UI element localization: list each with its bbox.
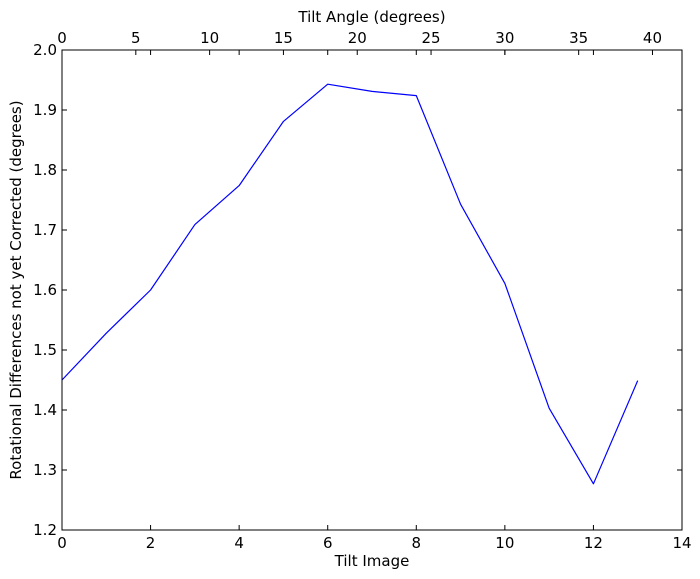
top-x-tick-label: 10 [200,29,219,47]
y-tick-label: 1.9 [33,101,57,119]
y-tick-label: 1.8 [33,161,57,179]
x-tick-label: 12 [584,534,603,552]
y-tick-label: 1.5 [33,341,57,359]
x-tick-label: 14 [672,534,691,552]
x-tick-label: 6 [323,534,333,552]
x-tick-label: 0 [57,534,67,552]
y-tick-label: 2.0 [33,41,57,59]
y-axis-label: Rotational Differences not yet Corrected… [7,100,25,479]
series-layer [61,83,639,485]
top-x-tick-label: 35 [569,29,588,47]
top-x-tick-label: 15 [274,29,293,47]
tick-marks [61,49,683,531]
tick-labels: 0 2 4 6 8 10 12 14 0 5 10 15 20 25 30 35 40 1.2 1.3 1.4 1.5 1… [33,29,691,552]
top-x-tick-label: 25 [422,29,441,47]
top-x-axis-label: Tilt Angle (degrees) [297,8,445,26]
y-tick-label: 1.7 [33,221,57,239]
top-x-tick-label: 0 [57,29,67,47]
series-line [61,83,639,485]
x-axis-label: Tilt Image [334,552,410,570]
top-x-tick-label: 40 [643,29,662,47]
x-tick-label: 8 [412,534,422,552]
x-tick-label: 10 [495,534,514,552]
x-tick-label: 4 [234,534,244,552]
x-tick-label: 2 [146,534,156,552]
top-x-tick-label: 20 [348,29,367,47]
top-x-tick-label: 5 [131,29,141,47]
y-tick-label: 1.3 [33,461,57,479]
y-tick-label: 1.6 [33,281,57,299]
top-x-tick-label: 30 [495,29,514,47]
y-tick-label: 1.2 [33,521,57,539]
y-tick-label: 1.4 [33,401,57,419]
plot-frame [61,49,683,531]
